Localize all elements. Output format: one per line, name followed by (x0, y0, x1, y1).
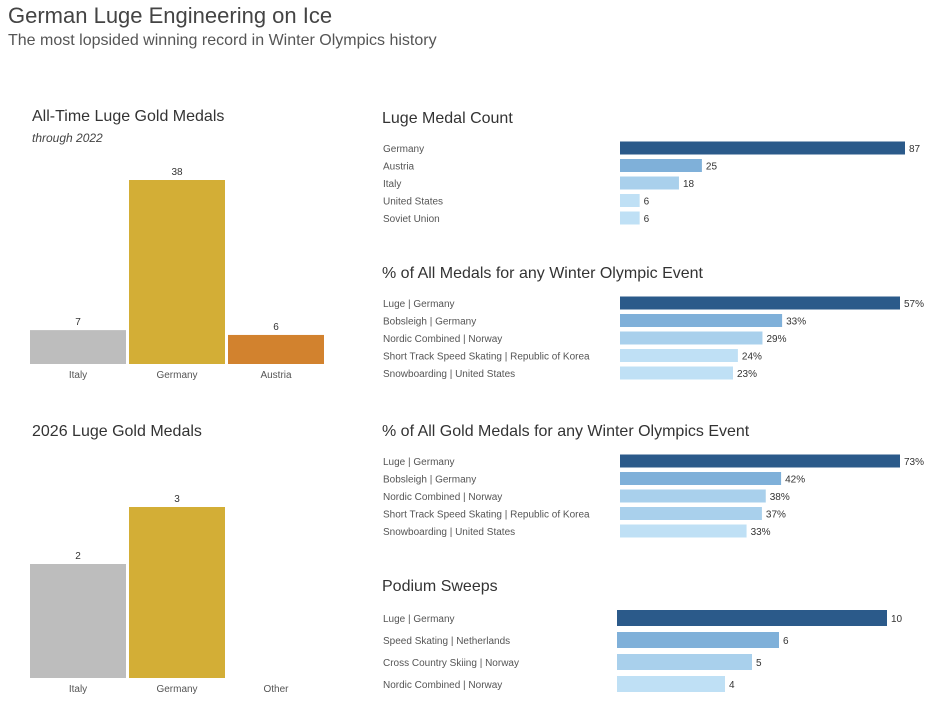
alltime-category-label: Austria (260, 370, 292, 381)
medalcount-value-label: 25 (706, 162, 718, 173)
sweeps-chart-title: Podium Sweeps (382, 578, 498, 595)
y2026-category-label: Italy (69, 684, 87, 695)
medalcount-bar (620, 159, 702, 172)
alltime-category-label: Italy (69, 370, 87, 381)
pctall-value-label: 57% (904, 299, 924, 310)
pctall-bar (620, 331, 763, 345)
medalcount-bar (620, 141, 905, 155)
pctgold-bar (620, 507, 762, 520)
medalcount-bar (620, 176, 679, 190)
pctall-category-label: Nordic Combined | Norway (383, 334, 502, 345)
medalcount-bar (620, 194, 640, 207)
y2026-value-label: 3 (174, 494, 180, 505)
dashboard-subtitle: The most lopsided winning record in Wint… (8, 32, 437, 49)
pctall-bar (620, 366, 733, 380)
alltime-value-label: 6 (273, 322, 279, 333)
pctgold-category-label: Snowboarding | United States (383, 527, 515, 538)
alltime-bar-italy (30, 330, 126, 364)
medalcount-category-label: Germany (383, 144, 424, 155)
sweeps-category-label: Luge | Germany (383, 614, 455, 625)
pctgold-value-label: 33% (751, 527, 771, 538)
sweeps-category-label: Cross Country Skiing | Norway (383, 658, 519, 669)
pctgold-value-label: 73% (904, 457, 924, 468)
sweeps-bar (617, 610, 887, 626)
alltime-chart-note: through 2022 (32, 131, 103, 145)
y2026-value-label: 2 (75, 551, 81, 562)
pctall-category-label: Luge | Germany (383, 299, 455, 310)
pctall-category-label: Short Track Speed Skating | Republic of … (383, 352, 590, 363)
pctall-bar (620, 349, 738, 362)
pctgold-category-label: Bobsleigh | Germany (383, 475, 476, 486)
y2026-chart-title: 2026 Luge Gold Medals (32, 423, 202, 440)
medalcount-value-label: 6 (644, 197, 650, 208)
pctgold-category-label: Short Track Speed Skating | Republic of … (383, 510, 590, 521)
pctall-value-label: 33% (786, 317, 806, 328)
pctgold-value-label: 37% (766, 510, 786, 521)
pctgold-value-label: 38% (770, 492, 790, 503)
sweeps-category-label: Speed Skating | Netherlands (383, 636, 510, 647)
sweeps-value-label: 6 (783, 636, 789, 647)
medalcount-bar (620, 211, 640, 225)
sweeps-value-label: 10 (891, 614, 903, 625)
pctall-category-label: Bobsleigh | Germany (383, 317, 476, 328)
alltime-chart-title: All-Time Luge Gold Medals (32, 108, 225, 125)
pctall-bar (620, 314, 783, 327)
medalcount-category-label: United States (383, 197, 443, 208)
y2026-category-label: Germany (156, 684, 197, 695)
pctgold-category-label: Luge | Germany (383, 457, 455, 468)
pctall-bar (620, 296, 900, 310)
medalcount-value-label: 6 (644, 214, 650, 225)
pctall-value-label: 29% (766, 334, 786, 345)
sweeps-category-label: Nordic Combined | Norway (383, 680, 502, 691)
y2026-bar-germany (129, 507, 225, 678)
dashboard-title: German Luge Engineering on Ice (8, 3, 333, 28)
pctall-chart-title: % of All Medals for any Winter Olympic E… (382, 265, 703, 282)
medalcount-category-label: Italy (383, 179, 401, 190)
sweeps-bar (617, 632, 779, 648)
medalcount-value-label: 87 (909, 144, 921, 155)
medalcount-chart-title: Luge Medal Count (382, 110, 513, 127)
y2026-bar-italy (30, 564, 126, 678)
alltime-bar-austria (228, 334, 324, 364)
pctgold-category-label: Nordic Combined | Norway (383, 492, 502, 503)
pctgold-bar (620, 524, 747, 538)
sweeps-value-label: 5 (756, 658, 762, 669)
pctgold-bar (620, 489, 766, 503)
sweeps-bar (617, 676, 725, 692)
medalcount-value-label: 18 (683, 179, 695, 190)
sweeps-value-label: 4 (729, 680, 735, 691)
pctgold-chart-title: % of All Gold Medals for any Winter Olym… (382, 423, 750, 440)
pctall-value-label: 23% (737, 369, 757, 380)
pctgold-bar (620, 472, 782, 485)
alltime-value-label: 7 (75, 317, 81, 328)
y2026-category-label: Other (263, 684, 289, 695)
sweeps-bar (617, 654, 752, 670)
pctgold-value-label: 42% (785, 475, 805, 486)
alltime-bar-germany (129, 180, 225, 364)
pctall-value-label: 24% (742, 352, 762, 363)
pctgold-bar (620, 454, 900, 468)
alltime-value-label: 38 (171, 167, 183, 178)
medalcount-category-label: Soviet Union (383, 214, 440, 225)
pctall-category-label: Snowboarding | United States (383, 369, 515, 380)
medalcount-category-label: Austria (383, 162, 415, 173)
alltime-category-label: Germany (156, 370, 197, 381)
